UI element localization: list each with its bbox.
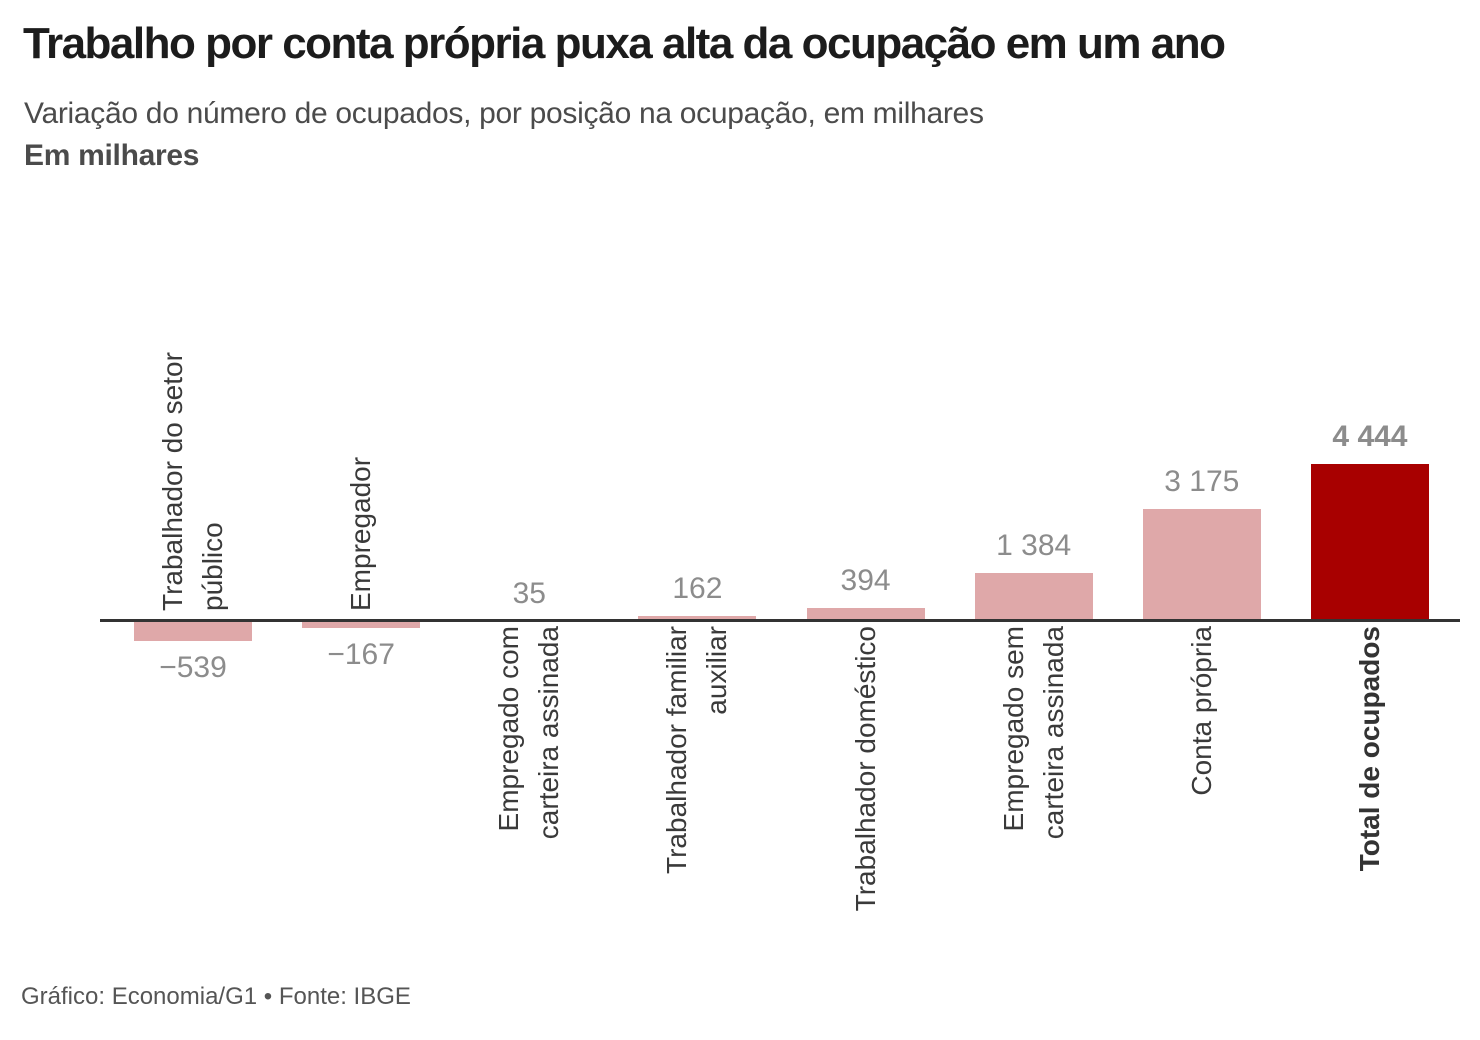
x-axis-line — [100, 619, 1460, 622]
bar-category-label-line: Trabalhador doméstico — [849, 626, 881, 912]
bar-value-label: −539 — [159, 651, 227, 685]
bar-category-label-line: Trabalhador do setor — [157, 352, 188, 611]
bar-value-label: 1 384 — [996, 528, 1072, 562]
chart-subtitle: Variação do número de ocupados, por posi… — [24, 97, 984, 130]
bar-category-label: Conta própria — [1182, 626, 1222, 966]
bar-category-label-line: Conta própria — [1185, 626, 1217, 796]
bar — [134, 622, 252, 642]
bar-value-label: 394 — [840, 563, 891, 597]
chart-credit: Gráfico: Economia/G1 • Fonte: IBGE — [21, 983, 411, 1010]
bar-category-label-line: carteira assinada — [533, 626, 565, 840]
bar — [974, 572, 1093, 622]
bar — [302, 622, 421, 628]
bar-category-label-line: Total de ocupados — [1353, 626, 1385, 872]
bar-category-label: Trabalhador familiar auxiliar — [657, 626, 737, 966]
bar-category-label: Empregado com carteira assinada — [489, 626, 569, 966]
bar-category-label-line: carteira assinada — [1037, 626, 1069, 840]
bar-category-label: Trabalhador do setor público — [153, 271, 233, 611]
bar-category-label: Total de ocupados — [1350, 626, 1390, 966]
chart-unit-label: Em milhares — [24, 139, 200, 172]
bar-category-label: Trabalhador doméstico — [846, 626, 886, 966]
bar-value-label: 162 — [672, 572, 723, 606]
bar-category-label-line: auxiliar — [701, 626, 733, 715]
bar-category-label-line: Empregado com — [493, 626, 525, 832]
bar-category-label-line: Trabalhador familiar — [661, 626, 693, 874]
chart-title: Trabalho por conta própria puxa alta da … — [23, 19, 1226, 68]
bar-category-label-line: Empregado sem — [997, 626, 1029, 832]
bar — [1142, 509, 1261, 622]
bar — [806, 607, 925, 622]
bar-category-label: Empregado sem carteira assinada — [994, 626, 1074, 966]
bar-value-label: −167 — [327, 637, 395, 671]
bar-value-label: 3 175 — [1164, 465, 1240, 499]
bar — [1310, 464, 1429, 622]
bar-value-label: 4 444 — [1332, 420, 1408, 453]
bar-category-label-line: público — [197, 522, 228, 611]
bar-value-label: 35 — [512, 576, 546, 610]
bar-category-label: Empregador — [341, 271, 381, 611]
bar-category-label-line: Empregador — [345, 456, 377, 611]
